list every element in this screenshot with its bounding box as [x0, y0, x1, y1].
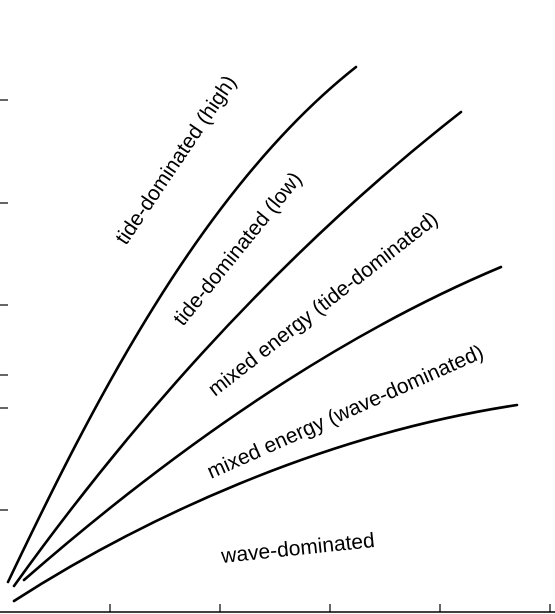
- boundary-curve-tide-low: [12, 110, 463, 588]
- x-axis: [0, 604, 555, 613]
- boundary-curve-tide-high: [6, 65, 358, 584]
- label-wave-dominated: wave-dominated: [219, 529, 376, 568]
- y-axis: [0, 99, 8, 511]
- label-tide-dominated-low: tide-dominated (low): [169, 168, 307, 330]
- label-tide-dominated-high: tide-dominated (high): [111, 71, 241, 248]
- boundary-curve-mixed: [22, 265, 503, 582]
- boundary-curve-wave: [12, 403, 519, 603]
